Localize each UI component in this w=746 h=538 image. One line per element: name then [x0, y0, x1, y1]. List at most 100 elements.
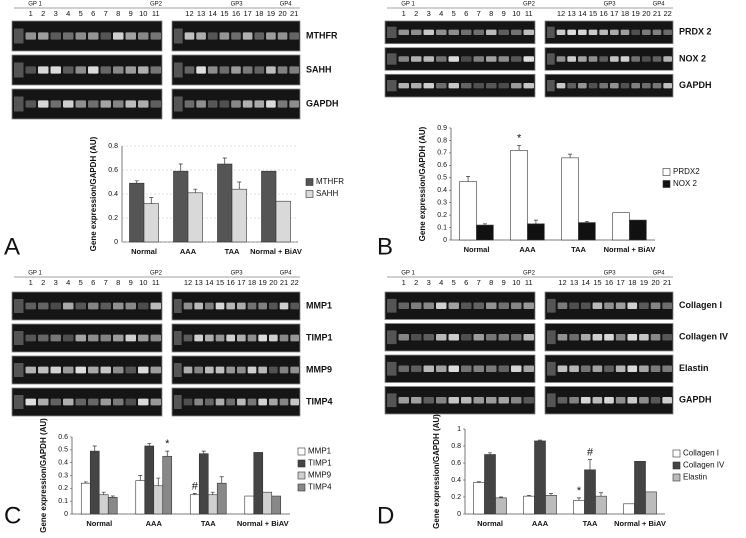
- group-label: GP3: [604, 2, 617, 8]
- gel-band: [557, 333, 568, 341]
- gel-band: [75, 398, 86, 406]
- gel-band: [523, 365, 534, 373]
- gel-band: [226, 302, 235, 310]
- lane-number: 16: [232, 9, 240, 18]
- gel-band: [523, 333, 534, 341]
- bar: [189, 494, 200, 515]
- gel-band: [436, 365, 447, 373]
- ladder-band: [387, 393, 397, 408]
- bar: [623, 503, 635, 515]
- lane-number: 7: [104, 9, 108, 18]
- y-axis-label: Gene expression/GAPDH (AU): [89, 136, 98, 251]
- gel-band: [138, 334, 149, 342]
- lane-number: 11: [152, 9, 160, 18]
- ladder-band: [547, 393, 556, 408]
- gel-band: [448, 365, 459, 373]
- gel-image: [171, 355, 301, 385]
- gel-band: [398, 82, 409, 89]
- legend-swatch: [672, 473, 681, 482]
- bar: [473, 482, 485, 515]
- lane-number: 14: [582, 278, 590, 287]
- gel-band: [604, 365, 614, 373]
- error-bar: [147, 443, 152, 446]
- gel-band: [620, 56, 630, 62]
- gene-label: Collagen IV: [679, 332, 728, 342]
- lane-number: 15: [593, 278, 601, 287]
- gel-band: [258, 366, 267, 374]
- ladder-band: [547, 80, 555, 92]
- error-bar: [477, 481, 481, 483]
- gel-band: [63, 398, 74, 406]
- gel-band: [113, 366, 124, 374]
- lane-number: 7: [104, 278, 108, 287]
- lane-number: 12: [558, 278, 566, 287]
- gel-image: [544, 73, 674, 98]
- gel-band: [642, 56, 651, 62]
- y-axis-label: Gene expression/GAPDH (AU): [39, 418, 48, 533]
- gel-band: [258, 334, 267, 342]
- gel-band: [592, 302, 603, 310]
- group-label: GP4: [653, 2, 666, 8]
- gel-band: [436, 333, 447, 341]
- gel-band: [448, 333, 459, 341]
- gel-band: [411, 302, 422, 310]
- error-bar: [599, 492, 603, 497]
- error-bar: [156, 477, 161, 486]
- x-tick-label: Normal + BiAV: [237, 519, 289, 528]
- legend-label: MTHFR: [316, 177, 344, 186]
- legend-label: PRDX2: [673, 167, 700, 176]
- gel-band: [50, 100, 61, 108]
- gel-band: [556, 56, 566, 62]
- gel-band: [100, 366, 111, 374]
- gene-label: TIMP4: [306, 396, 333, 406]
- gel-band: [567, 29, 576, 36]
- gel-band: [523, 29, 534, 36]
- legend-label: Collagen I: [683, 449, 719, 458]
- gel-band: [631, 56, 640, 62]
- panel-letter: B: [377, 233, 393, 260]
- gel-band: [215, 302, 225, 310]
- gel-band: [498, 82, 509, 89]
- gel-image: [11, 323, 163, 353]
- lane-number: 5: [452, 278, 456, 287]
- gel-band: [207, 100, 218, 108]
- gel-band: [610, 82, 619, 89]
- lane-number: 9: [502, 278, 506, 287]
- y-tick-label: 0.8: [108, 143, 118, 150]
- lane-number: 8: [116, 278, 120, 287]
- gel-band: [279, 398, 289, 406]
- lane-number: 3: [54, 9, 58, 18]
- gel-band: [461, 302, 472, 310]
- lane-number: 9: [129, 278, 133, 287]
- bar: [612, 212, 630, 241]
- gel-band: [290, 366, 299, 374]
- group-label: GP 1: [28, 2, 42, 8]
- gel-band: [556, 82, 566, 89]
- annotation: *: [577, 485, 582, 497]
- gel-band: [215, 398, 225, 406]
- gel-band: [627, 302, 638, 310]
- gel-band: [242, 100, 253, 108]
- gel-band: [289, 32, 299, 40]
- y-tick-label: 0.3: [437, 200, 447, 207]
- gel-band: [25, 334, 36, 342]
- bar: [98, 494, 109, 515]
- gel-band: [100, 100, 111, 108]
- error-bar: [577, 497, 581, 501]
- legend-label: Elastin: [683, 473, 707, 482]
- gel-band: [498, 396, 509, 404]
- gel-band: [448, 29, 459, 36]
- gel-image: [544, 20, 674, 45]
- gel-band: [194, 398, 203, 406]
- gel-band: [237, 366, 246, 374]
- gel-band: [247, 398, 257, 406]
- gel-band: [205, 334, 214, 342]
- gel-band: [269, 302, 278, 310]
- gel-band: [473, 29, 484, 36]
- x-tick-label: AAA: [519, 245, 536, 254]
- lane-number: 21: [280, 278, 288, 287]
- lane-number: 14: [209, 9, 217, 18]
- gel-image: [384, 73, 536, 98]
- gel-band: [258, 398, 267, 406]
- lane-number: 10: [139, 278, 147, 287]
